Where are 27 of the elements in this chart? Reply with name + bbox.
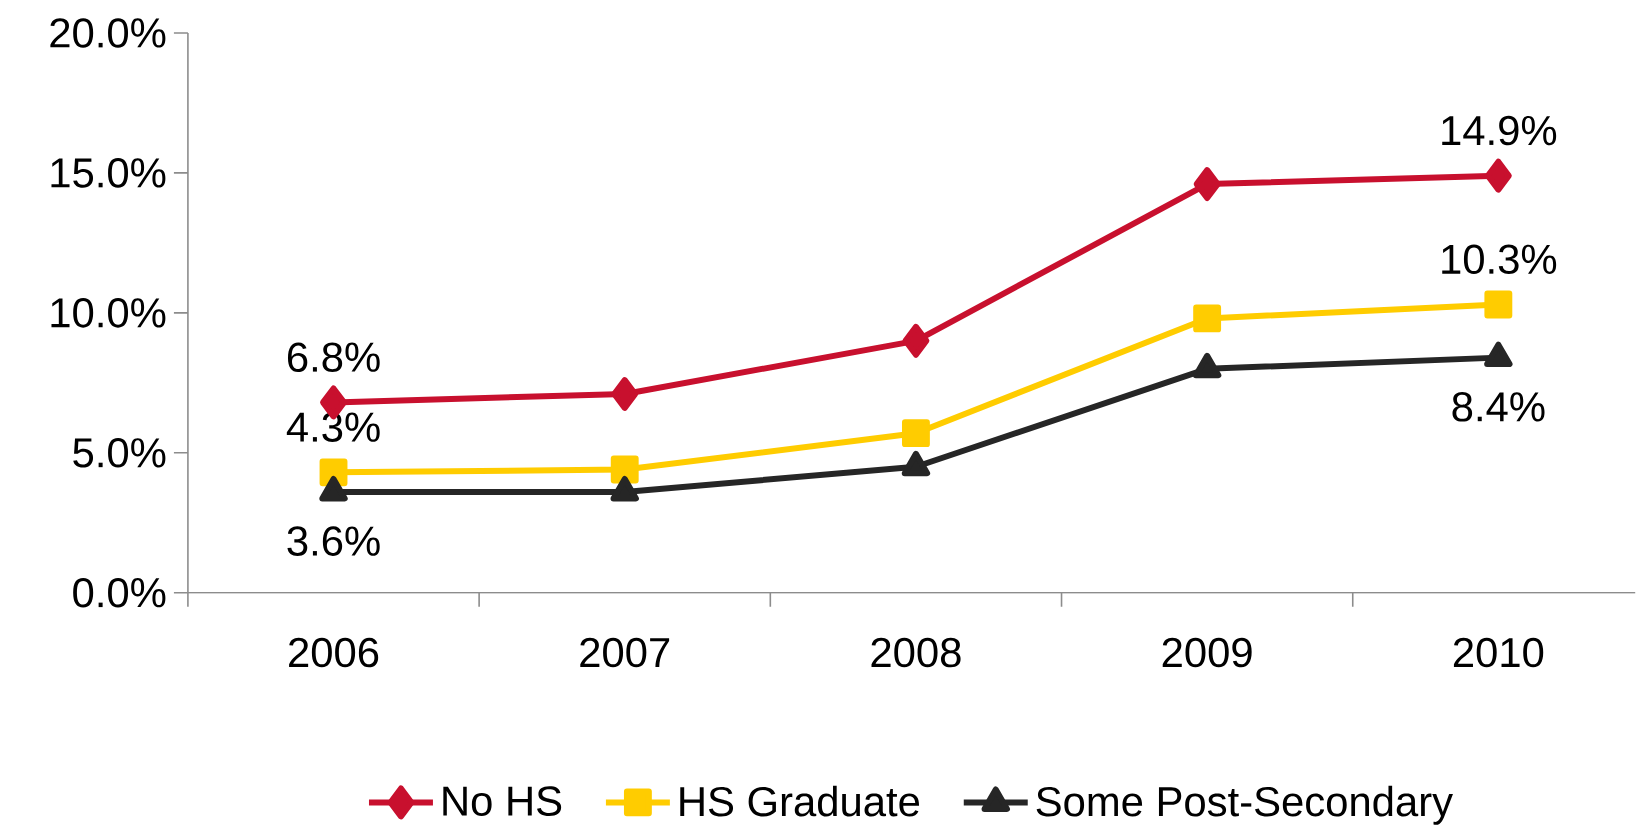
x-tick-label: 2007 xyxy=(580,637,670,668)
point xyxy=(901,419,930,448)
point xyxy=(610,455,639,484)
data-label: 8.4% xyxy=(1452,391,1545,422)
data-label: 4.3% xyxy=(286,412,380,442)
point xyxy=(1193,167,1221,202)
y-tick-label: 10.0% xyxy=(51,298,166,328)
point xyxy=(611,377,639,411)
legend-label: No HS xyxy=(443,786,562,816)
x-tick-label: 2006 xyxy=(289,637,379,668)
point xyxy=(1484,290,1513,319)
legend-label: HS Graduate xyxy=(680,785,920,817)
point xyxy=(902,323,930,358)
point xyxy=(1193,304,1222,333)
y-tick-label: 20.0% xyxy=(50,18,166,48)
data-label: 3.6% xyxy=(287,526,380,556)
y-tick-label: 0.0% xyxy=(73,577,166,608)
x-tick-label: 2010 xyxy=(1453,637,1544,668)
y-tick-label: 15.0% xyxy=(51,158,166,188)
y-tick-label: 5.0% xyxy=(73,437,166,468)
x-tick-label: 2009 xyxy=(1162,637,1252,668)
data-label: 6.8% xyxy=(287,342,380,372)
data-label: 10.3% xyxy=(1442,244,1557,275)
x-tick-label: 2008 xyxy=(871,637,961,668)
point xyxy=(1484,158,1512,193)
data-label: 14.9% xyxy=(1442,115,1557,146)
legend-label: Some Post-Secondary xyxy=(1036,785,1453,825)
